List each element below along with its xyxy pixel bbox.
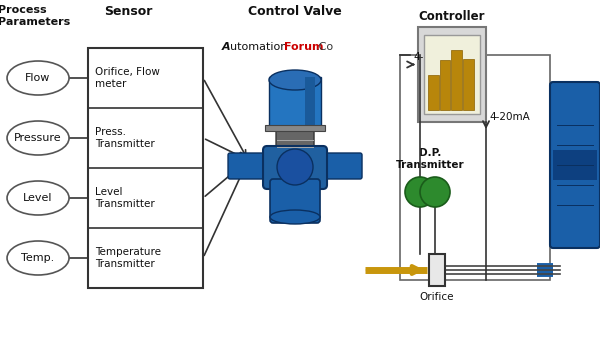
Bar	[424, 35, 480, 114]
Text: .Co: .Co	[316, 42, 334, 52]
FancyBboxPatch shape	[263, 146, 327, 189]
Bar	[418, 27, 486, 122]
Text: Controller: Controller	[419, 10, 485, 23]
FancyBboxPatch shape	[270, 179, 320, 223]
Text: Temperature
Transmitter: Temperature Transmitter	[95, 247, 161, 269]
Ellipse shape	[269, 70, 321, 90]
Text: Level
Transmitter: Level Transmitter	[95, 187, 155, 209]
Ellipse shape	[270, 210, 320, 224]
Bar	[463, 59, 473, 110]
Text: 4-20mA: 4-20mA	[413, 51, 454, 62]
Text: Pressure: Pressure	[14, 133, 62, 143]
FancyBboxPatch shape	[228, 153, 269, 179]
Text: A: A	[222, 42, 230, 52]
FancyBboxPatch shape	[276, 127, 314, 154]
FancyBboxPatch shape	[321, 153, 362, 179]
Text: D.P.
Transmitter: D.P. Transmitter	[395, 148, 464, 170]
Bar	[269, 77, 321, 127]
Bar	[400, 55, 550, 280]
Bar	[428, 75, 439, 110]
Bar	[265, 125, 325, 131]
Bar	[440, 60, 451, 110]
Bar	[429, 254, 445, 286]
Ellipse shape	[7, 61, 69, 95]
Text: Level: Level	[23, 193, 53, 203]
Text: Forum: Forum	[284, 42, 323, 52]
Text: Process
Parameters: Process Parameters	[0, 5, 70, 27]
Ellipse shape	[7, 121, 69, 155]
Text: Flow: Flow	[25, 73, 51, 83]
Text: utomation: utomation	[230, 42, 287, 52]
Text: Temp.: Temp.	[22, 253, 55, 263]
Circle shape	[405, 177, 435, 207]
Text: Control Valve: Control Valve	[248, 5, 342, 18]
Text: 4-20mA: 4-20mA	[489, 112, 530, 122]
Text: Orifice, Flow
meter: Orifice, Flow meter	[95, 67, 160, 89]
Circle shape	[420, 177, 450, 207]
Bar	[451, 50, 462, 110]
Bar	[88, 48, 203, 288]
FancyBboxPatch shape	[550, 82, 600, 248]
Ellipse shape	[7, 181, 69, 215]
Text: Sensor: Sensor	[104, 5, 152, 18]
Bar	[553, 150, 597, 180]
Text: Press.
Transmitter: Press. Transmitter	[95, 127, 155, 149]
Circle shape	[277, 149, 313, 185]
Bar	[305, 77, 315, 127]
Text: Orifice: Orifice	[420, 292, 454, 302]
Ellipse shape	[7, 241, 69, 275]
